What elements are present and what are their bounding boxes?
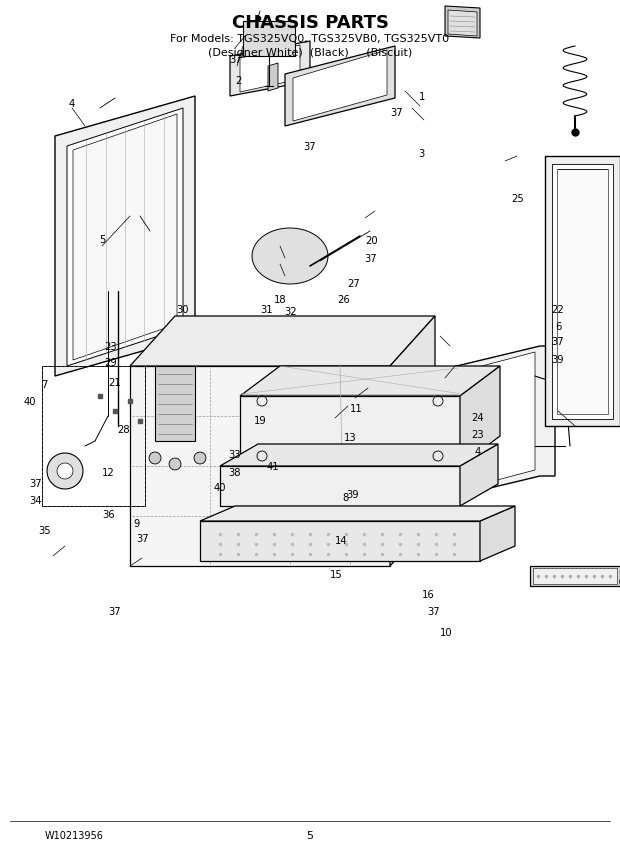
Polygon shape	[268, 63, 278, 91]
Text: 37: 37	[391, 108, 403, 118]
Polygon shape	[552, 164, 613, 419]
Text: 23: 23	[104, 342, 117, 352]
Text: 6: 6	[555, 322, 561, 332]
Text: 18: 18	[274, 294, 286, 305]
Polygon shape	[149, 452, 161, 464]
Text: 22: 22	[552, 305, 564, 315]
Text: 1: 1	[418, 92, 425, 102]
Text: 36: 36	[102, 510, 115, 520]
Text: 14: 14	[335, 536, 347, 546]
Text: 27: 27	[347, 279, 360, 289]
Text: 10: 10	[440, 628, 453, 639]
Text: 39: 39	[346, 490, 358, 500]
Polygon shape	[243, 21, 295, 56]
Polygon shape	[448, 10, 477, 36]
Polygon shape	[390, 316, 435, 566]
Polygon shape	[240, 396, 460, 466]
Text: 9: 9	[133, 519, 140, 529]
Polygon shape	[240, 45, 300, 92]
Text: 37: 37	[108, 607, 121, 617]
Polygon shape	[240, 366, 500, 396]
Text: 3: 3	[418, 149, 425, 159]
Polygon shape	[200, 506, 515, 521]
Polygon shape	[460, 444, 498, 506]
Polygon shape	[445, 6, 480, 38]
Text: 4: 4	[68, 99, 74, 110]
Text: eReplacementParts.com: eReplacementParts.com	[247, 416, 373, 426]
Polygon shape	[47, 453, 83, 489]
Polygon shape	[480, 506, 515, 561]
Text: 25: 25	[512, 193, 524, 204]
Polygon shape	[425, 352, 535, 499]
Polygon shape	[220, 466, 460, 506]
Polygon shape	[67, 108, 183, 366]
Text: 33: 33	[228, 450, 241, 461]
Text: 37: 37	[304, 142, 316, 152]
Text: 37: 37	[136, 534, 149, 544]
Text: 32: 32	[284, 307, 296, 318]
Text: 19: 19	[254, 416, 267, 426]
Polygon shape	[530, 566, 620, 586]
Text: 34: 34	[30, 496, 42, 506]
Polygon shape	[130, 366, 390, 566]
Polygon shape	[57, 463, 73, 479]
Polygon shape	[252, 228, 328, 284]
Polygon shape	[545, 156, 620, 426]
Text: 37: 37	[30, 479, 42, 489]
Text: 7: 7	[42, 380, 48, 390]
Text: 35: 35	[38, 526, 51, 536]
Text: 38: 38	[228, 467, 241, 478]
Text: 16: 16	[422, 590, 434, 600]
Polygon shape	[55, 96, 195, 376]
Text: For Models: TGS325VQ0, TGS325VB0, TGS325VT0: For Models: TGS325VQ0, TGS325VB0, TGS325…	[170, 34, 450, 44]
Polygon shape	[285, 46, 395, 126]
Text: 23: 23	[471, 430, 484, 440]
Text: 24: 24	[471, 413, 484, 423]
Text: 28: 28	[118, 425, 130, 435]
Polygon shape	[194, 452, 206, 464]
Polygon shape	[533, 568, 617, 584]
Text: 12: 12	[102, 467, 115, 478]
Polygon shape	[293, 50, 387, 121]
Polygon shape	[73, 114, 177, 360]
Text: 8: 8	[343, 493, 349, 503]
Polygon shape	[557, 169, 608, 414]
Polygon shape	[220, 444, 498, 466]
Text: 4: 4	[474, 447, 480, 457]
Text: 11: 11	[350, 404, 363, 414]
Text: 13: 13	[344, 433, 356, 443]
Text: 37: 37	[428, 607, 440, 617]
Text: 5: 5	[306, 831, 314, 841]
Text: 2: 2	[236, 76, 242, 86]
Polygon shape	[200, 521, 480, 561]
Text: W10213956: W10213956	[45, 831, 104, 841]
Polygon shape	[155, 366, 195, 441]
Text: 37: 37	[365, 253, 377, 264]
Text: 39: 39	[552, 354, 564, 365]
Text: (Designer White)  (Black)     (Biscuit): (Designer White) (Black) (Biscuit)	[208, 48, 412, 58]
Polygon shape	[415, 346, 555, 506]
Polygon shape	[130, 316, 435, 366]
Polygon shape	[230, 41, 310, 96]
Text: 30: 30	[177, 305, 189, 315]
Text: 31: 31	[260, 305, 273, 315]
Text: CHASSIS PARTS: CHASSIS PARTS	[231, 14, 389, 32]
Text: 26: 26	[338, 294, 350, 305]
Polygon shape	[460, 366, 500, 466]
Text: 40: 40	[24, 397, 36, 407]
Polygon shape	[169, 458, 181, 470]
Text: 20: 20	[366, 236, 378, 247]
Text: 5: 5	[99, 235, 105, 245]
Text: 37: 37	[229, 55, 242, 65]
Text: 15: 15	[330, 570, 342, 580]
Text: 37: 37	[552, 337, 564, 348]
Text: 41: 41	[267, 461, 279, 472]
Text: 21: 21	[108, 377, 121, 388]
Text: 40: 40	[214, 483, 226, 493]
Text: 29: 29	[104, 358, 117, 368]
